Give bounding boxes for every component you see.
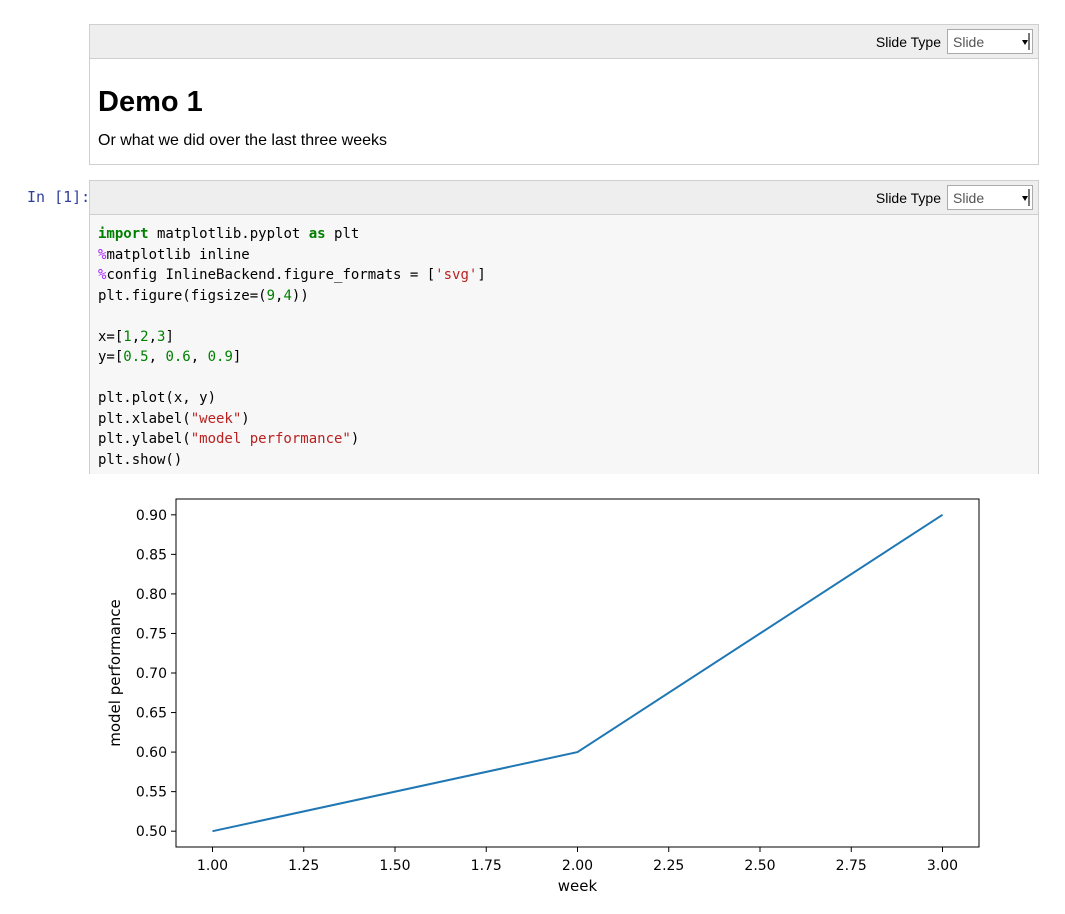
code-token: plt.ylabel(	[98, 431, 191, 447]
code-editor[interactable]: import matplotlib.pyplot as plt %matplotl…	[90, 215, 1038, 474]
y-tick-label: 0.80	[136, 587, 167, 603]
y-tick-label: 0.90	[136, 508, 167, 524]
y-tick-label: 0.55	[136, 785, 167, 801]
code-token: )	[350, 431, 360, 447]
y-axis-ticks: 0.50 0.55 0.60 0.65 0.70 0.75 0.80 0.85 0.90	[136, 508, 176, 840]
code-line	[98, 368, 1038, 389]
output-plot: 1.00 1.25 1.50 1.75 2.00 2.25 2.50 2.75 3.00 0.5…	[106, 498, 980, 895]
chevron-down-icon	[1022, 40, 1028, 45]
cell-toolbar: Slide Type Slide	[90, 25, 1038, 59]
code-token: plt.xlabel(	[98, 410, 191, 427]
code-token: 0.5	[123, 349, 149, 365]
code-line: x=[1,2,3]	[98, 327, 1038, 348]
code-token: 3	[157, 328, 166, 345]
code-line: plt.show()	[98, 450, 1038, 471]
code-token: config InlineBackend.figure_formats = [	[106, 267, 436, 283]
code-token: ))	[291, 287, 309, 304]
code-token: 9	[266, 287, 276, 304]
code-token: plt.figure(figsize=(	[98, 287, 267, 304]
code-token: 0.9	[207, 349, 233, 365]
code-token: )	[241, 410, 250, 427]
code-token: ,	[275, 287, 284, 304]
code-line: %config InlineBackend.figure_formats = […	[98, 265, 1038, 286]
slide-type-select[interactable]: Slide	[947, 29, 1033, 54]
code-line: %matplotlib inline	[98, 245, 1038, 266]
code-token: plt	[325, 226, 360, 242]
markdown-paragraph: Or what we did over the last three weeks	[98, 132, 388, 149]
x-tick-label: 1.50	[379, 858, 410, 874]
code-token: ,	[131, 328, 141, 345]
code-line: import matplotlib.pyplot as plt	[98, 224, 1038, 245]
select-scroll-edge	[1028, 33, 1030, 50]
markdown-rendered: Demo 1 Or what we did over the last thre…	[90, 85, 1038, 151]
markdown-heading: Demo 1	[98, 86, 203, 118]
code-token: 0.6	[165, 349, 191, 365]
code-cell[interactable]: Slide Type Slide import matplotlib.pyplo…	[89, 180, 1039, 474]
code-token: ]	[232, 349, 242, 365]
slide-type-label: Slide Type	[875, 34, 941, 50]
y-tick-label: 0.85	[136, 547, 167, 563]
x-tick-label: 1.25	[288, 858, 319, 874]
x-tick-label: 3.00	[927, 858, 958, 874]
data-points	[212, 514, 943, 832]
x-tick-label: 2.75	[836, 858, 867, 874]
code-token: 4	[283, 287, 292, 304]
code-token: 2	[140, 328, 149, 345]
slide-type-select[interactable]: Slide	[947, 185, 1033, 210]
slide-type-label: Slide Type	[875, 190, 941, 206]
x-tick-label: 1.00	[197, 858, 228, 874]
code-token: 1	[123, 328, 132, 345]
code-token: x=[	[98, 328, 124, 345]
y-axis-label: model performance	[106, 599, 124, 747]
markdown-cell[interactable]: Slide Type Slide Demo 1 Or what we did o…	[89, 24, 1039, 165]
code-line: plt.ylabel("model performance")	[98, 429, 1038, 450]
code-line: plt.plot(x, y)	[98, 388, 1038, 409]
slide-type-value: Slide	[953, 34, 985, 50]
cell-toolbar: Slide Type Slide	[90, 181, 1038, 215]
slide-type-value: Slide	[953, 190, 985, 206]
chevron-down-icon	[1022, 196, 1028, 201]
code-line: plt.xlabel("week")	[98, 409, 1038, 430]
code-token: %	[98, 246, 107, 263]
x-axis-label: week	[558, 877, 598, 895]
series-line	[212, 513, 944, 833]
select-scroll-edge	[1028, 189, 1030, 206]
x-axis-ticks: 1.00 1.25 1.50 1.75 2.00 2.25 2.50 2.75 3.00	[197, 847, 958, 874]
x-tick-label: 1.75	[471, 858, 502, 874]
code-token: plt.show()	[98, 451, 183, 468]
code-token: y=[	[98, 349, 124, 365]
code-token: matplotlib.pyplot	[148, 226, 309, 242]
code-token: %	[98, 267, 107, 283]
y-tick-label: 0.50	[136, 824, 167, 840]
x-tick-label: 2.25	[653, 858, 684, 874]
code-line: plt.figure(figsize=(9,4))	[98, 286, 1038, 307]
code-token: ,	[148, 349, 166, 365]
code-token: ,	[190, 349, 208, 365]
y-tick-label: 0.65	[136, 706, 167, 722]
y-tick-label: 0.75	[136, 626, 167, 642]
code-token: "week"	[190, 410, 242, 427]
y-tick-label: 0.70	[136, 666, 167, 682]
x-tick-label: 2.00	[562, 858, 593, 874]
code-token: ]	[165, 328, 174, 345]
x-tick-label: 2.50	[744, 858, 775, 874]
y-tick-label: 0.60	[136, 745, 167, 761]
code-line	[98, 306, 1038, 327]
code-token: plt.plot(x, y)	[98, 390, 217, 406]
code-token: ]	[477, 267, 486, 283]
code-token: "model performance"	[190, 431, 351, 447]
code-token: matplotlib inline	[106, 246, 250, 263]
code-token: 'svg'	[435, 267, 478, 283]
code-token: import	[98, 226, 149, 242]
axes-frame	[175, 498, 980, 848]
code-token: as	[308, 226, 326, 242]
code-line: y=[0.5, 0.6, 0.9]	[98, 347, 1038, 368]
code-token: ,	[148, 328, 158, 345]
input-prompt: In [1]:	[27, 188, 91, 206]
